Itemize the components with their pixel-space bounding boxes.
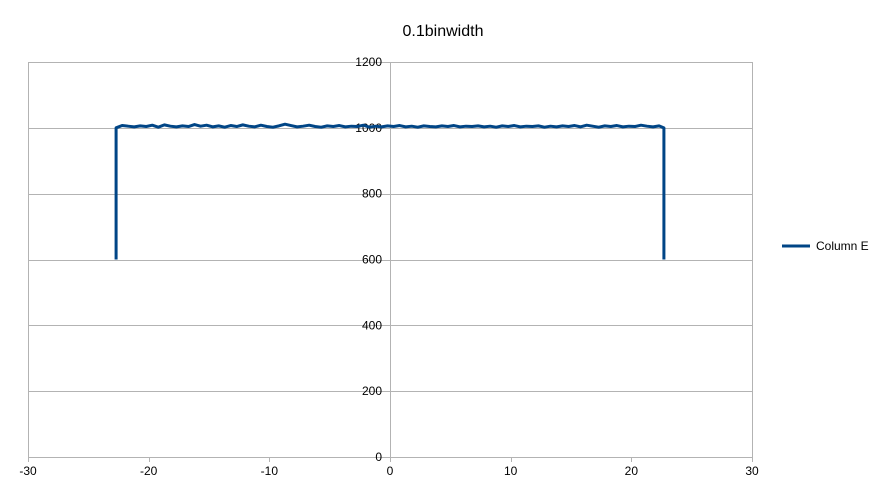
y-tick-label: 0 — [375, 450, 382, 464]
x-tick-label: 20 — [625, 464, 639, 478]
y-tick-label: 600 — [362, 253, 382, 267]
series-layer — [114, 122, 666, 260]
y-tick-label: 800 — [362, 187, 382, 201]
x-tick-label: -20 — [140, 464, 158, 478]
x-tick-label: 10 — [504, 464, 518, 478]
legend: Column E — [782, 239, 869, 253]
legend-label: Column E — [816, 239, 869, 253]
series-line-column-e — [114, 122, 666, 260]
y-tick-label: 1200 — [355, 55, 382, 69]
y-tick-label: 400 — [362, 318, 382, 332]
y-tick-label: 200 — [362, 384, 382, 398]
x-tick-label: 0 — [387, 464, 394, 478]
chart-title: 0.1binwidth — [403, 23, 484, 40]
x-tick-label: 30 — [745, 464, 759, 478]
x-tick-label: -30 — [19, 464, 37, 478]
x-tick-label: -10 — [261, 464, 279, 478]
